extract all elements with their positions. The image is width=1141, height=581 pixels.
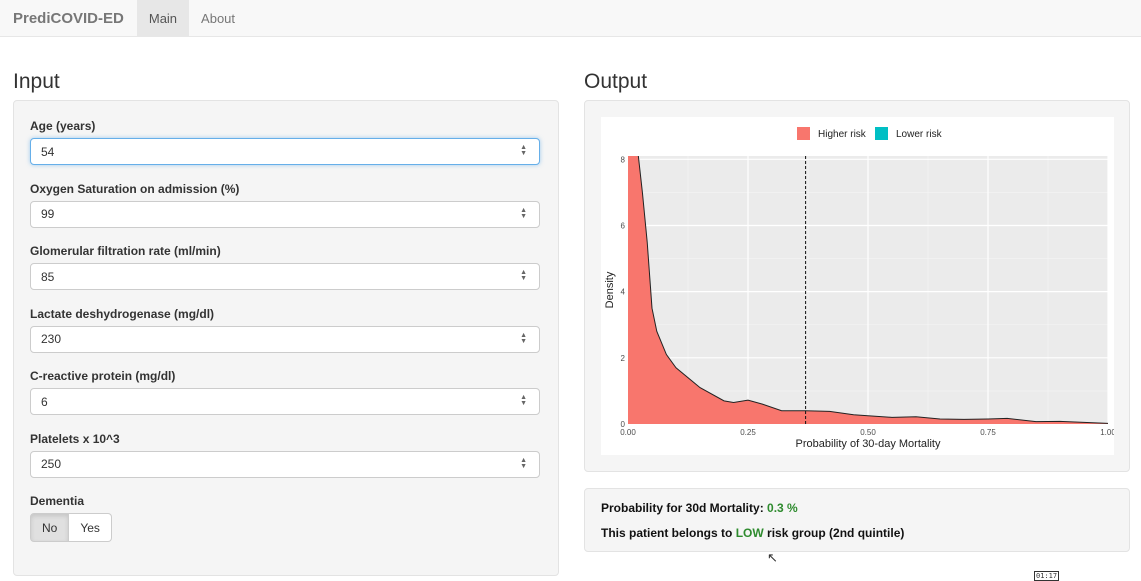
legend-swatch (875, 127, 888, 140)
probability-text: Probability for 30d Mortality: 0.3 % (601, 501, 798, 515)
legend-label: Lower risk (896, 129, 943, 140)
y-tick-label: 6 (621, 221, 626, 230)
dementia-no-button[interactable]: No (30, 513, 70, 542)
field-label: Age (years) (30, 119, 96, 133)
dementia-label: Dementia (30, 494, 85, 508)
risk-group-text: This patient belongs to LOW risk group (… (601, 526, 905, 540)
x-tick-label: 0.25 (740, 428, 756, 437)
input-title: Input (13, 70, 60, 93)
x-tick-label: 0.50 (860, 428, 876, 437)
spinner-icon[interactable]: ▲ ▼ (520, 269, 527, 282)
tab-about[interactable]: About (201, 10, 236, 26)
x-tick-label: 0.75 (980, 428, 996, 437)
field-label: Glomerular filtration rate (ml/min) (30, 244, 221, 258)
number-input[interactable]: 230 ▲ ▼ (30, 325, 540, 353)
probability-value: 0.3 % (767, 501, 798, 515)
field-label: Platelets x 10^3 (30, 431, 120, 446)
brand: PrediCOVID-ED (13, 9, 124, 27)
density-area-higher-risk (628, 156, 1108, 424)
field-label: Lactate deshydrogenase (mg/dl) (30, 306, 215, 321)
cursor-icon: ↖ (767, 550, 778, 565)
field-label: C-reactive protein (mg/dl) (30, 369, 176, 383)
spinner-icon[interactable]: ▲ ▼ (520, 331, 527, 345)
risk-group-value: LOW (735, 526, 764, 540)
number-input[interactable]: 99 ▲ ▼ (30, 200, 540, 228)
navbar: PrediCOVID-ED Main About (0, 0, 1141, 37)
y-axis-label: Density (604, 271, 616, 308)
y-tick-label: 4 (621, 288, 626, 297)
spinner-icon[interactable]: ▲ ▼ (520, 456, 527, 470)
legend-swatch (797, 127, 810, 140)
tab-main[interactable]: Main (136, 0, 190, 36)
density-chart: 0.00 0.25 0.50 0.75 1.00 0 2 4 6 8 Probability of … (601, 117, 1114, 455)
density-line (637, 156, 1108, 424)
number-input[interactable]: 6 ▲ ▼ (30, 388, 540, 415)
legend-label: Higher risk (818, 129, 867, 140)
output-title: Output (584, 70, 648, 93)
result-panel: Probability for 30d Mortality: 0.3 % Thi… (584, 488, 1130, 552)
y-tick-label: 0 (621, 420, 626, 429)
number-input[interactable]: 85 ▲ ▼ (30, 263, 540, 290)
x-tick-label: 1.00 (1100, 428, 1114, 437)
number-input[interactable]: 250 ▲ ▼ (30, 450, 540, 478)
spinner-icon[interactable]: ▲ ▼ (520, 144, 527, 157)
y-tick-label: 8 (621, 155, 626, 164)
spinner-icon[interactable]: ▲ ▼ (520, 206, 527, 220)
y-tick-label: 2 (621, 354, 626, 363)
field-label: Oxygen Saturation on admission (%) (30, 181, 240, 196)
dementia-toggle: No Yes (30, 513, 112, 542)
recording-timer: 01:17 (1034, 571, 1060, 581)
x-axis-label: Probability of 30-day Mortality (796, 438, 941, 450)
dementia-yes-button[interactable]: Yes (69, 513, 112, 542)
input-panel: Age (years) 54 ▲ ▼ Oxygen Saturation on adm… (13, 100, 559, 576)
output-panel: 0.00 0.25 0.50 0.75 1.00 0 2 4 6 8 Probability of … (584, 100, 1130, 472)
x-tick-label: 0.00 (620, 428, 636, 437)
spinner-icon[interactable]: ▲ ▼ (520, 394, 527, 407)
number-input[interactable]: 54 ▲ ▼ (30, 138, 540, 165)
